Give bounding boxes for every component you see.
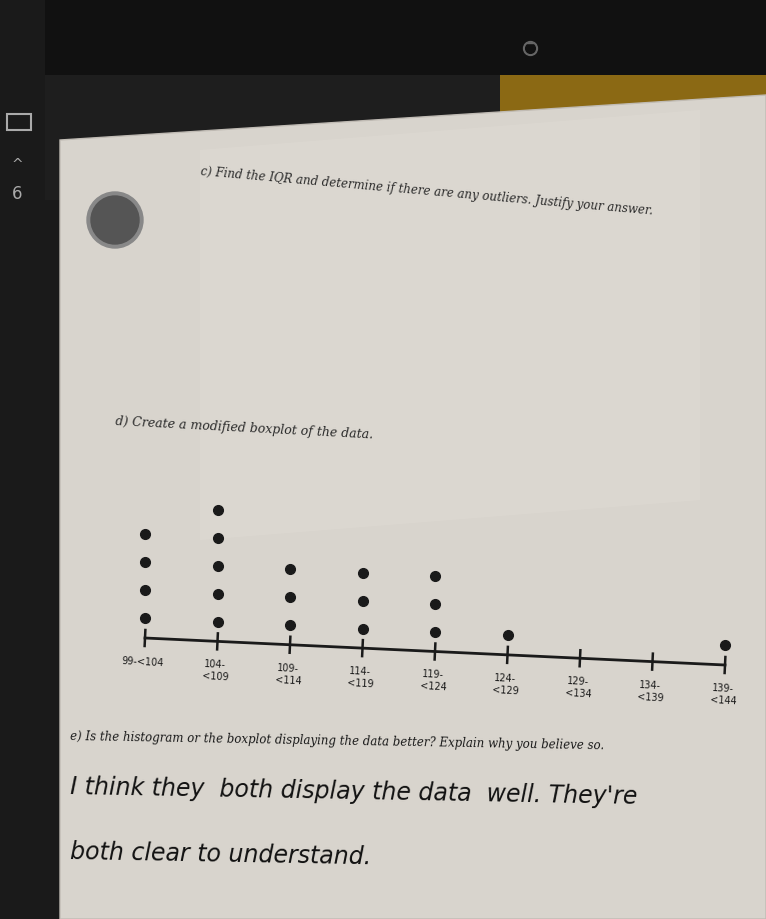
Text: <124: <124	[420, 682, 447, 693]
Circle shape	[87, 192, 143, 248]
Polygon shape	[200, 110, 700, 540]
Text: both clear to understand.: both clear to understand.	[70, 840, 372, 869]
Text: ^: ^	[12, 158, 24, 172]
Text: 6: 6	[12, 185, 22, 203]
Text: c) Find the IQR and determine if there are any outliers. Justify your answer.: c) Find the IQR and determine if there a…	[200, 165, 653, 218]
Text: e) Is the histogram or the boxplot displaying the data better? Explain why you b: e) Is the histogram or the boxplot displ…	[70, 730, 604, 753]
Text: <144: <144	[709, 695, 736, 707]
Polygon shape	[60, 95, 766, 919]
Text: 129-: 129-	[567, 676, 589, 687]
Circle shape	[91, 196, 139, 244]
Text: 139-: 139-	[712, 683, 734, 694]
Text: <134: <134	[565, 688, 591, 699]
Text: <114: <114	[274, 675, 302, 686]
FancyBboxPatch shape	[0, 0, 45, 919]
Text: 119-: 119-	[422, 670, 444, 681]
FancyBboxPatch shape	[0, 0, 766, 200]
Polygon shape	[500, 0, 766, 180]
Text: <139: <139	[637, 692, 664, 703]
Text: <109: <109	[202, 672, 229, 683]
Text: d) Create a modified boxplot of the data.: d) Create a modified boxplot of the data…	[115, 415, 374, 441]
Text: 109-: 109-	[277, 663, 300, 674]
Text: 124-: 124-	[494, 673, 517, 684]
FancyBboxPatch shape	[0, 0, 766, 75]
Text: I think they  both display the data  well. They're: I think they both display the data well.…	[70, 775, 637, 809]
Text: <129: <129	[492, 685, 519, 697]
Text: 114-: 114-	[349, 666, 372, 677]
Text: <119: <119	[347, 678, 374, 689]
Text: 99-<104: 99-<104	[122, 656, 165, 668]
Text: 104-: 104-	[205, 659, 227, 671]
Text: 134-: 134-	[640, 680, 662, 691]
